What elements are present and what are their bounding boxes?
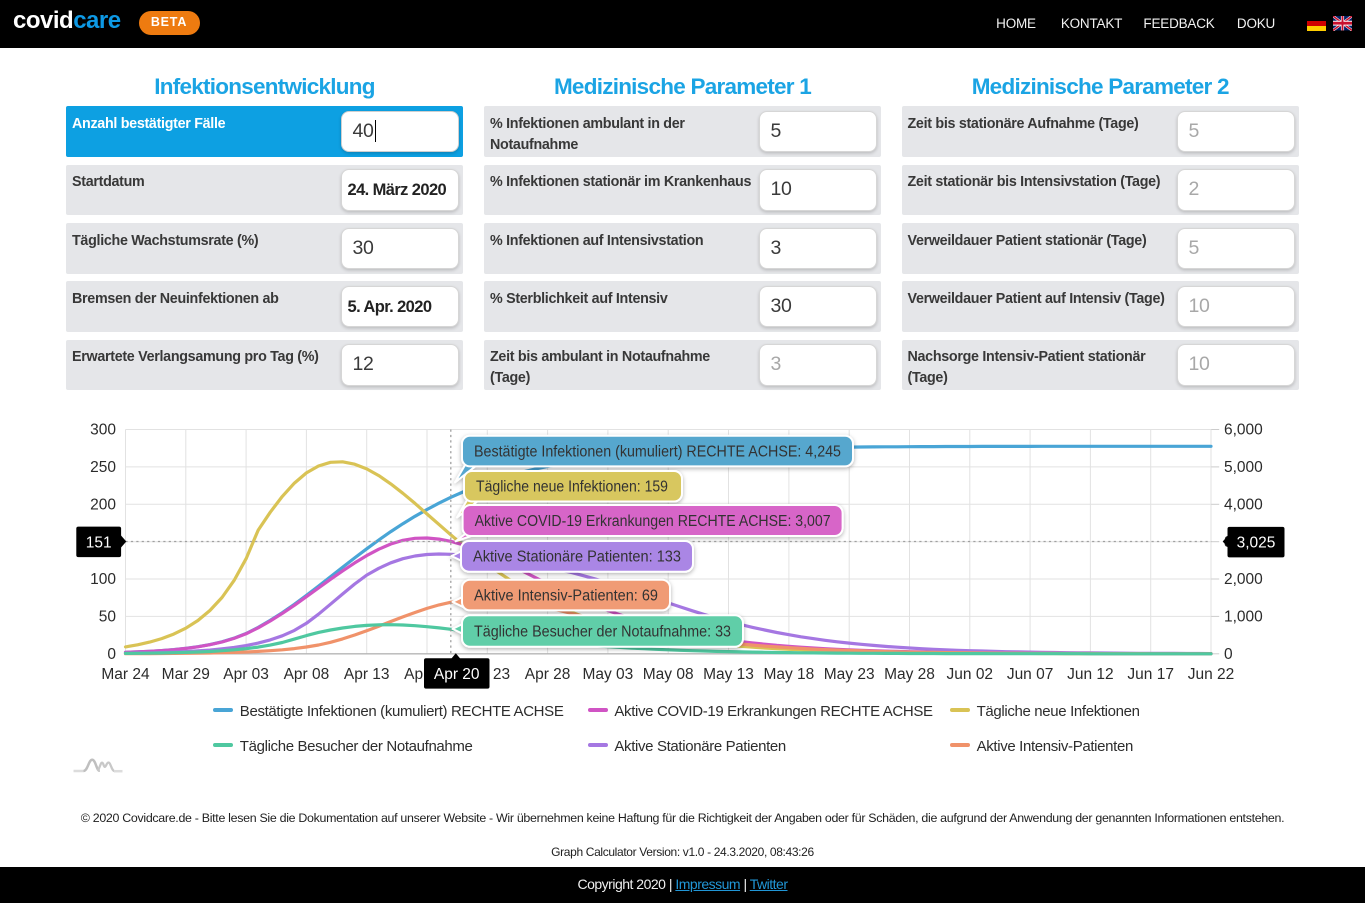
svg-text:Jun 17: Jun 17 bbox=[1127, 666, 1174, 683]
svg-text:100: 100 bbox=[90, 571, 116, 588]
svg-text:Apr 03: Apr 03 bbox=[223, 666, 269, 683]
svg-text:3,025: 3,025 bbox=[1237, 535, 1276, 552]
svg-text:50: 50 bbox=[99, 609, 117, 626]
svg-text:Jun 02: Jun 02 bbox=[947, 666, 994, 683]
svg-text:May 08: May 08 bbox=[643, 666, 694, 683]
svg-text:May 13: May 13 bbox=[703, 666, 754, 683]
svg-text:May 03: May 03 bbox=[582, 666, 633, 683]
svg-text:May 28: May 28 bbox=[884, 666, 935, 683]
svg-text:Tägliche Besucher der Notaufna: Tägliche Besucher der Notaufnahme: 33 bbox=[474, 623, 731, 640]
svg-text:Apr 20: Apr 20 bbox=[434, 666, 480, 683]
svg-text:Tägliche neue Infektionen: 159: Tägliche neue Infektionen: 159 bbox=[476, 479, 668, 496]
svg-text:300: 300 bbox=[90, 422, 116, 439]
svg-text:Mar 29: Mar 29 bbox=[162, 666, 210, 683]
svg-text:Apr 13: Apr 13 bbox=[344, 666, 390, 683]
svg-text:Mar 24: Mar 24 bbox=[101, 666, 150, 683]
svg-text:4,000: 4,000 bbox=[1224, 497, 1263, 514]
svg-text:Aktive Stationäre Patienten: 1: Aktive Stationäre Patienten: 133 bbox=[473, 549, 681, 566]
svg-text:6,000: 6,000 bbox=[1224, 422, 1263, 439]
svg-text:2,000: 2,000 bbox=[1224, 571, 1263, 588]
svg-text:250: 250 bbox=[90, 459, 116, 476]
svg-text:Apr 08: Apr 08 bbox=[284, 666, 330, 683]
svg-text:Jun 12: Jun 12 bbox=[1067, 666, 1114, 683]
svg-text:Aktive COVID-19 Erkrankungen R: Aktive COVID-19 Erkrankungen RECHTE ACHS… bbox=[475, 513, 831, 530]
svg-text:1,000: 1,000 bbox=[1224, 609, 1263, 626]
svg-text:151: 151 bbox=[86, 534, 112, 551]
svg-text:May 18: May 18 bbox=[763, 666, 814, 683]
svg-text:May 23: May 23 bbox=[824, 666, 875, 683]
svg-text:Jun 07: Jun 07 bbox=[1007, 666, 1054, 683]
svg-text:Apr 28: Apr 28 bbox=[525, 666, 571, 683]
svg-text:0: 0 bbox=[1224, 646, 1233, 663]
svg-text:5,000: 5,000 bbox=[1224, 459, 1263, 476]
svg-text:0: 0 bbox=[107, 646, 116, 663]
svg-text:Aktive Intensiv-Patienten: 69: Aktive Intensiv-Patienten: 69 bbox=[474, 587, 658, 604]
svg-text:200: 200 bbox=[90, 497, 116, 514]
svg-text:Jun 22: Jun 22 bbox=[1188, 666, 1235, 683]
svg-text:Bestätigte Infektionen (kumuli: Bestätigte Infektionen (kumuliert) RECHT… bbox=[474, 443, 841, 460]
